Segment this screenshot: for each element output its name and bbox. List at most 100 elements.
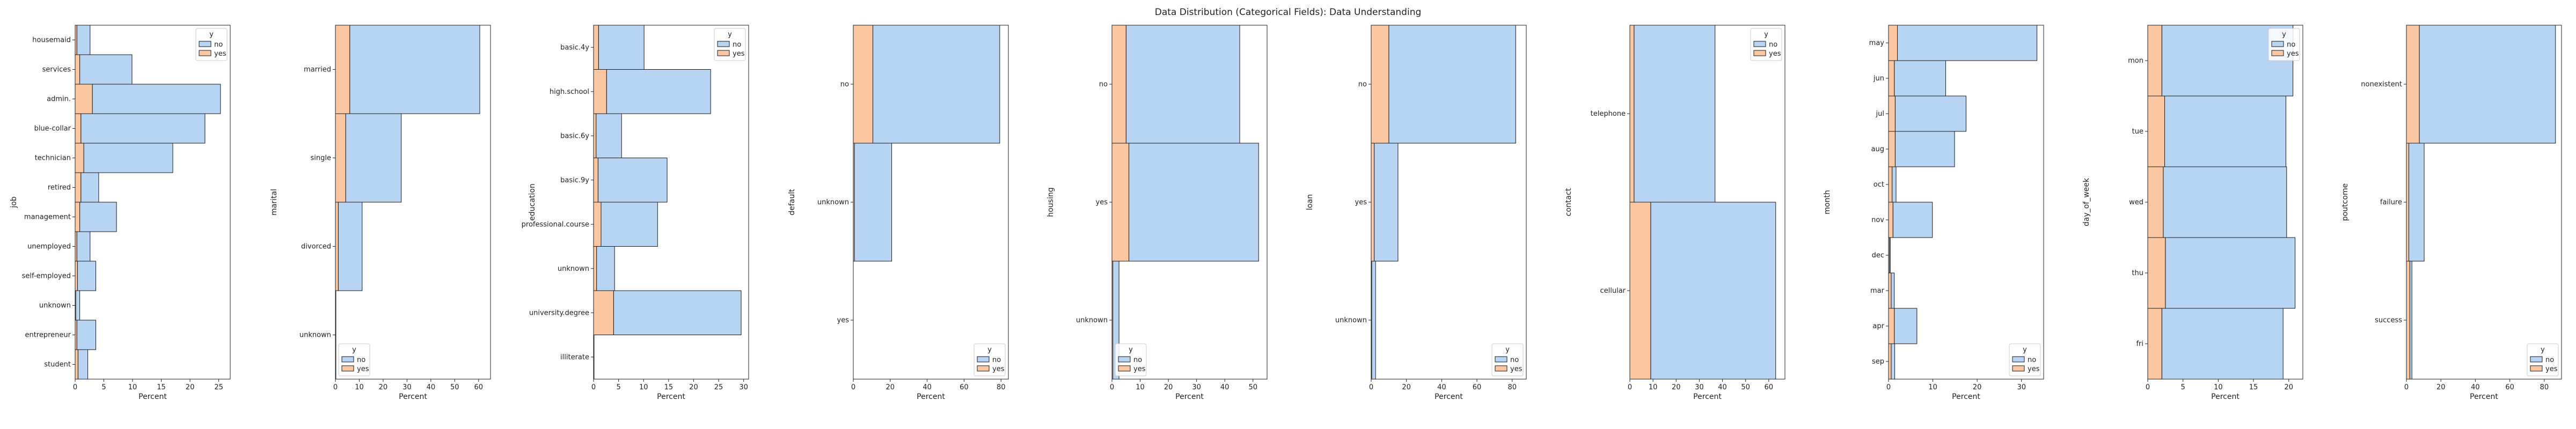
bar-no-no: [872, 25, 1000, 144]
subplot-education: basic.4y high.school basic.6y basic.9y profe…: [522, 25, 749, 401]
legend-title: y: [2282, 31, 2286, 39]
bar-no-unknown: [75, 290, 80, 321]
ytick-label-unknown: unknown: [558, 265, 589, 273]
legend-label-no: no: [2545, 356, 2554, 364]
bar-no-no: [1125, 25, 1240, 144]
x-axis-label: Percent: [1175, 393, 1204, 401]
legend-swatch-no: [1118, 356, 1131, 363]
bar-no-unknown: [596, 246, 615, 291]
bar-yes-no: [1111, 25, 1126, 144]
xtick-label: 15: [157, 383, 166, 391]
axes-frame: [1371, 25, 1527, 380]
bar-no-retired: [80, 172, 99, 203]
bar-no-entrepreneur: [76, 320, 97, 350]
xtick-label: 5: [101, 383, 106, 391]
xtick-label: 20: [1402, 383, 1411, 391]
axes-frame: [1629, 25, 1785, 380]
bar-no-nonexistent: [2419, 25, 2556, 144]
ytick-label-cellular: cellular: [1600, 287, 1626, 295]
y-axis-label: education: [528, 183, 537, 220]
y-axis-label: job: [10, 196, 18, 208]
bar-no-basic.9y: [597, 158, 668, 203]
bar-yes-single: [335, 113, 346, 203]
axes-frame: [1111, 25, 1268, 380]
bar-no-student: [77, 349, 89, 380]
xtick-label: 60: [1473, 383, 1482, 391]
bar-no-mar: [1891, 272, 1895, 309]
y-axis-label: contact: [1564, 188, 1573, 216]
legend-swatch-yes: [717, 50, 730, 56]
xtick-label: 0: [1628, 383, 1632, 391]
legend-title: y: [987, 346, 992, 354]
ytick-label-no: no: [1099, 80, 1108, 88]
legend-label-yes: yes: [1510, 365, 1523, 373]
bar-yes-self-employed: [75, 261, 78, 291]
legend-title: y: [352, 346, 356, 354]
x-axis-label: Percent: [1952, 393, 1980, 401]
ytick-label-illiterate: illiterate: [560, 353, 589, 361]
ytick-label-yes: yes: [1355, 198, 1367, 206]
y-axis-label: month: [1823, 190, 1832, 214]
ytick-label-mon: mon: [2128, 57, 2143, 65]
xtick-label: 10: [1136, 383, 1145, 391]
bar-yes-technician: [75, 143, 84, 173]
bar-yes-tue: [2147, 95, 2165, 167]
ytick-label-self-employed: self-employed: [22, 272, 71, 280]
legend-swatch-yes: [2012, 365, 2025, 372]
ytick-label-sep: sep: [1872, 358, 1884, 366]
xtick-label: 15: [664, 383, 674, 391]
legend-swatch-yes: [2530, 365, 2543, 372]
ytick-label-high.school: high.school: [550, 88, 589, 96]
ytick-label-failure: failure: [2380, 198, 2402, 206]
bar-no-yes: [1129, 143, 1259, 262]
bar-yes-thu: [2147, 237, 2166, 309]
ytick-label-unknown: unknown: [1335, 316, 1367, 324]
bar-yes-yes: [1371, 143, 1375, 262]
bar-no-aug: [1894, 131, 1955, 167]
bar-no-university.degree: [613, 290, 742, 335]
bar-yes-management: [75, 202, 80, 232]
bar-no-self-employed: [77, 261, 97, 291]
ytick-label-unknown: unknown: [817, 198, 849, 206]
bar-yes-cellular: [1629, 202, 1651, 380]
xtick-label: 20: [379, 383, 388, 391]
x-axis-label: Percent: [1435, 393, 1463, 401]
legend-label-yes: yes: [1769, 50, 1781, 58]
legend-label-yes: yes: [2028, 365, 2040, 373]
ytick-label-basic.9y: basic.9y: [560, 176, 589, 184]
ytick-label-aug: aug: [1871, 145, 1884, 153]
legend-swatch-no: [341, 356, 354, 363]
bar-yes-unknown: [593, 246, 597, 291]
ytick-label-mar: mar: [1870, 287, 1885, 295]
ytick-label-yes: yes: [837, 316, 850, 324]
legend-label-yes: yes: [733, 50, 745, 58]
xtick-label: 5: [616, 383, 620, 391]
xtick-label: 10: [128, 383, 137, 391]
xtick-label: 10: [1928, 383, 1937, 391]
ytick-label-jul: jul: [1876, 110, 1884, 118]
ytick-label-management: management: [24, 213, 71, 221]
ytick-label-student: student: [44, 361, 71, 369]
bar-yes-basic.6y: [593, 113, 597, 158]
bar-yes-aug: [1888, 131, 1896, 167]
xtick-label: 80: [2540, 383, 2549, 391]
xtick-label: 20: [689, 383, 698, 391]
ytick-label-tue: tue: [2132, 128, 2143, 136]
xtick-label: 30: [2017, 383, 2026, 391]
legend-swatch-no: [2271, 41, 2284, 47]
x-axis-label: Percent: [2470, 393, 2498, 401]
xtick-label: 0: [2404, 383, 2409, 391]
bar-no-divorced: [338, 202, 363, 291]
ytick-label-jun: jun: [1873, 75, 1884, 83]
bar-no-blue-collar: [80, 113, 206, 144]
ytick-label-no: no: [1358, 80, 1367, 88]
bar-no-professional.course: [601, 202, 658, 247]
subplot-poutcome: nonexistent failure success 0 20 40 60 80 Percen…: [2341, 25, 2562, 401]
bar-no-failure: [2408, 143, 2425, 262]
x-axis-label: Percent: [2211, 393, 2240, 401]
xtick-label: 0: [1886, 383, 1891, 391]
